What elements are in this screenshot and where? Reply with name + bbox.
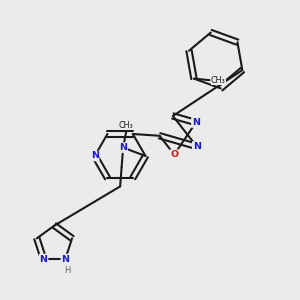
Text: N: N bbox=[193, 142, 201, 151]
Text: N: N bbox=[119, 143, 127, 152]
Text: N: N bbox=[40, 254, 48, 263]
Text: N: N bbox=[91, 152, 99, 160]
Text: H: H bbox=[64, 266, 70, 275]
Text: methyl: methyl bbox=[211, 80, 216, 81]
Text: CH₃: CH₃ bbox=[211, 76, 226, 85]
Text: methyl: methyl bbox=[124, 128, 128, 130]
Text: CH₃: CH₃ bbox=[119, 121, 134, 130]
Text: N: N bbox=[192, 118, 200, 127]
Text: O: O bbox=[170, 150, 178, 159]
Text: N: N bbox=[61, 254, 69, 263]
